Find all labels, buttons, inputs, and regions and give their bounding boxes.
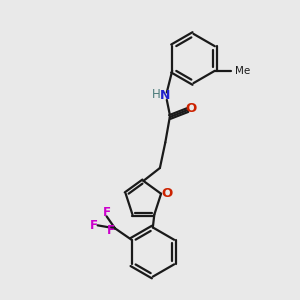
Text: N: N [160,89,170,103]
Text: O: O [186,102,197,115]
Text: F: F [107,224,115,237]
Text: Me: Me [235,66,250,76]
Text: H: H [152,88,161,101]
Text: F: F [103,206,111,219]
Text: O: O [161,187,173,200]
Text: F: F [90,219,98,232]
